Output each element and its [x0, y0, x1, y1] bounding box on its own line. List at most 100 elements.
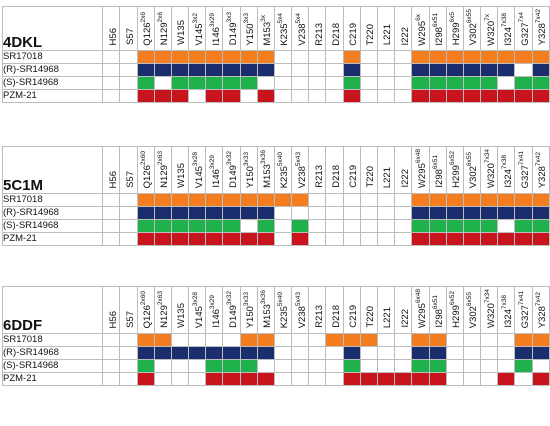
empty-cell — [359, 63, 378, 78]
residue-header: D1493x32 — [222, 146, 241, 194]
residue-header: R213 — [308, 5, 327, 52]
contact-cell — [445, 63, 464, 78]
residue-position: 7x34 — [483, 289, 491, 304]
empty-cell — [291, 89, 310, 104]
residue-label: V3026x55 — [464, 290, 479, 328]
residue-header: V2385x43 — [291, 286, 310, 334]
empty-cell — [462, 345, 482, 360]
residue-name: W135 — [176, 20, 188, 46]
residue-label: M1533x36 — [258, 148, 273, 188]
residue-header: N1292x6 — [153, 5, 172, 52]
residue-label: I222 — [396, 307, 411, 328]
residue-label: H2996x52 — [447, 289, 462, 328]
residue-name: K235 — [279, 165, 291, 188]
empty-cell — [291, 76, 310, 91]
residue-position: 3x2 — [191, 12, 199, 24]
contact-cell — [136, 50, 155, 65]
empty-cell — [256, 76, 275, 91]
residue-header: D218 — [325, 146, 344, 194]
residue-label: V3026x55 — [464, 150, 479, 188]
empty-cell — [462, 358, 482, 373]
residue-header: I2986x51 — [428, 5, 447, 52]
residue-label: I3247x38 — [499, 153, 514, 188]
empty-cell — [308, 371, 327, 386]
residue-header: Y3287x42 — [531, 146, 550, 194]
residue-header: K2355x40 — [273, 286, 293, 334]
empty-cell — [102, 63, 121, 78]
residue-header: V1453x2 — [188, 5, 207, 52]
residue-name: Q126 — [142, 304, 154, 328]
empty-cell — [325, 50, 344, 65]
residue-label: T220 — [361, 304, 376, 328]
empty-cell — [359, 89, 378, 104]
residue-header: C219 — [342, 5, 361, 52]
residue-header: I222 — [394, 146, 413, 194]
empty-cell — [376, 63, 396, 78]
contact-cell — [239, 358, 258, 373]
contact-cell — [205, 50, 224, 65]
contact-cell — [462, 205, 482, 220]
residue-header: I2986x51 — [428, 146, 447, 194]
contact-cell — [222, 63, 241, 78]
residue-header: C219 — [342, 286, 361, 334]
empty-cell — [170, 358, 190, 373]
residue-position: 3x28 — [191, 291, 199, 306]
contact-cell — [480, 231, 499, 246]
residue-label: Y3287x42 — [533, 7, 548, 45]
ligand-label: SR17018 — [1, 192, 104, 207]
empty-cell — [376, 76, 396, 91]
empty-cell — [153, 358, 172, 373]
empty-cell — [273, 231, 293, 246]
residue-label: R213 — [310, 21, 325, 46]
residue-position: 6x48 — [414, 149, 422, 164]
residue-name: T220 — [365, 166, 377, 188]
ligand-row: (R)-SR14968 — [1, 205, 550, 220]
empty-cell — [239, 218, 258, 233]
empty-cell — [359, 231, 378, 246]
residue-label: H2996x52 — [447, 149, 462, 188]
residue-name: W295 — [416, 303, 428, 328]
empty-cell — [256, 358, 275, 373]
contact-cell — [136, 371, 155, 386]
contact-cell — [222, 76, 241, 91]
empty-cell — [325, 63, 344, 78]
residue-position: 6x55 — [466, 151, 474, 166]
contact-cell — [531, 63, 550, 78]
contact-cell — [514, 76, 533, 91]
residue-label: S57 — [121, 26, 136, 45]
contact-cell — [342, 371, 361, 386]
residue-header: D1493x32 — [222, 286, 241, 334]
residue-header: W2956x48 — [411, 146, 430, 194]
residue-header: V3026x55 — [462, 286, 482, 334]
empty-cell — [308, 345, 327, 360]
contact-cell — [428, 50, 447, 65]
contact-cell — [359, 332, 378, 347]
contact-cell — [411, 345, 430, 360]
empty-cell — [376, 231, 396, 246]
ligand-label: (R)-SR14968 — [1, 63, 104, 78]
contact-cell — [531, 218, 550, 233]
residue-label: D1493x32 — [224, 289, 239, 328]
residue-label: D1493x32 — [224, 149, 239, 188]
residue-name: I298 — [434, 309, 446, 328]
residue-label: V2385x4 — [293, 11, 308, 46]
contact-cell — [428, 345, 447, 360]
empty-cell — [170, 332, 190, 347]
header-row: 5C1M H56 S57 Q1262x60 N1292x63 W135 V1453x28 I1… — [1, 146, 550, 194]
residue-label: W2956x — [413, 12, 428, 46]
residue-header: I222 — [394, 5, 413, 52]
residue-name: Q126 — [142, 22, 154, 46]
residue-header: K2355x4 — [273, 5, 293, 52]
empty-cell — [497, 345, 516, 360]
residue-label: L221 — [378, 22, 394, 45]
ligand-label: PZM-21 — [1, 89, 104, 104]
residue-label: L221 — [378, 165, 394, 188]
residue-name: H56 — [107, 170, 119, 188]
empty-cell — [308, 332, 327, 347]
residue-label: K2355x40 — [275, 290, 290, 328]
residue-label: I2986x51 — [430, 293, 445, 328]
contact-cell — [462, 63, 482, 78]
residue-header: V2385x43 — [291, 146, 310, 194]
residue-header: W2956x — [411, 5, 430, 52]
empty-cell — [291, 205, 310, 220]
